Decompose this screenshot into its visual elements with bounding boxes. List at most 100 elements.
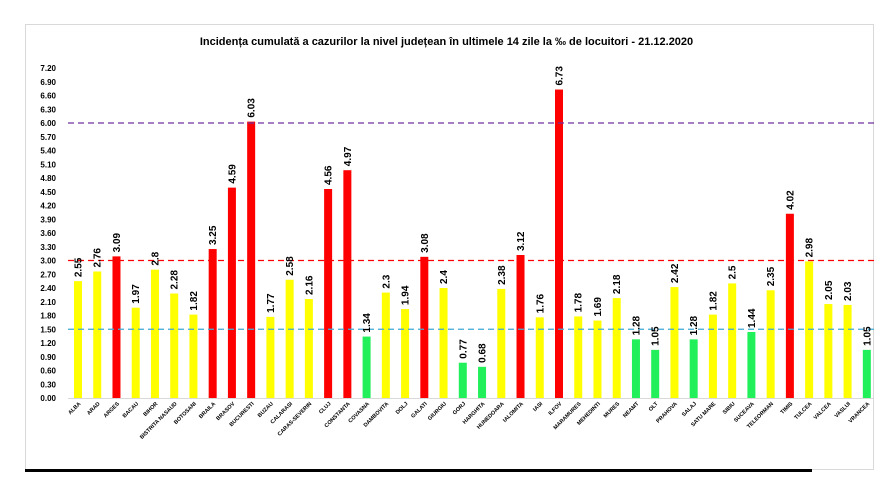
data-label: 0.68 bbox=[478, 343, 489, 363]
bar bbox=[631, 339, 640, 398]
bar bbox=[478, 366, 487, 398]
y-tick-label: 1.50 bbox=[40, 325, 56, 334]
x-tick-label: NEAMT bbox=[622, 401, 641, 420]
bar bbox=[266, 316, 275, 398]
x-tick-label: SALAJ bbox=[681, 401, 698, 418]
data-label: 2.76 bbox=[93, 248, 104, 268]
bar bbox=[247, 121, 256, 398]
y-tick-label: 1.80 bbox=[40, 312, 56, 321]
x-tick-label: SIBIU bbox=[722, 401, 737, 416]
bar bbox=[708, 314, 717, 398]
bar bbox=[189, 314, 198, 398]
y-tick-label: 5.40 bbox=[40, 147, 56, 156]
data-label: 4.97 bbox=[343, 146, 354, 166]
bar bbox=[593, 320, 602, 398]
bar bbox=[516, 255, 525, 398]
bar bbox=[439, 288, 448, 398]
data-label: 2.8 bbox=[150, 251, 161, 265]
data-label: 4.59 bbox=[227, 164, 238, 184]
data-label: 2.38 bbox=[497, 265, 508, 285]
x-tick-label: IALOMITA bbox=[502, 401, 525, 424]
bar bbox=[401, 309, 410, 398]
x-tick-label: MURES bbox=[603, 401, 622, 420]
x-tick-label: OLT bbox=[648, 401, 660, 413]
data-label: 2.05 bbox=[824, 280, 835, 300]
y-tick-label: 6.60 bbox=[40, 92, 56, 101]
bar bbox=[170, 293, 179, 398]
data-label: 1.94 bbox=[401, 285, 412, 305]
bar bbox=[208, 249, 217, 398]
data-label: 1.82 bbox=[708, 291, 719, 311]
y-tick-label: 6.30 bbox=[40, 105, 56, 114]
data-label: 2.35 bbox=[766, 266, 777, 286]
data-label: 2.28 bbox=[170, 270, 181, 290]
x-tick-label: ARAD bbox=[86, 401, 101, 416]
bar bbox=[535, 317, 544, 398]
data-label: 4.02 bbox=[785, 190, 796, 210]
y-tick-label: 0.30 bbox=[40, 380, 56, 389]
y-tick-label: 6.00 bbox=[40, 119, 56, 128]
y-tick-label: 4.20 bbox=[40, 202, 56, 211]
y-tick-label: 7.20 bbox=[40, 64, 56, 73]
bar bbox=[324, 189, 333, 398]
data-label: 3.25 bbox=[208, 225, 219, 245]
data-label: 6.03 bbox=[247, 98, 258, 118]
bar bbox=[651, 349, 660, 398]
x-tick-label: BUZAU bbox=[257, 401, 275, 419]
bar bbox=[728, 283, 737, 398]
x-tick-label: TULCEA bbox=[794, 401, 814, 421]
data-label: 1.82 bbox=[189, 291, 200, 311]
bar bbox=[420, 256, 429, 398]
data-label: 2.5 bbox=[728, 265, 739, 279]
data-label: 6.73 bbox=[555, 66, 566, 86]
data-label: 1.78 bbox=[574, 293, 585, 313]
data-label: 0.77 bbox=[458, 339, 469, 359]
data-label: 2.98 bbox=[805, 238, 816, 258]
bar bbox=[304, 299, 313, 398]
bar bbox=[150, 269, 159, 398]
data-label: 1.97 bbox=[131, 284, 142, 304]
y-tick-label: 4.80 bbox=[40, 174, 56, 183]
y-tick-label: 2.10 bbox=[40, 298, 56, 307]
x-tick-label: ARGES bbox=[103, 401, 121, 419]
y-tick-label: 3.60 bbox=[40, 229, 56, 238]
bar bbox=[131, 307, 140, 398]
x-tick-label: BRAILA bbox=[198, 401, 217, 420]
data-label: 3.08 bbox=[420, 233, 431, 253]
bar bbox=[74, 281, 82, 398]
data-label: 2.42 bbox=[670, 263, 681, 283]
data-label: 1.77 bbox=[266, 293, 277, 313]
x-tick-label: CLUJ bbox=[318, 401, 332, 415]
y-tick-label: 2.70 bbox=[40, 270, 56, 279]
x-tick-label: VRANCEA bbox=[848, 401, 871, 424]
bottom-rule bbox=[25, 469, 812, 472]
y-tick-label: 1.20 bbox=[40, 339, 56, 348]
data-label: 2.55 bbox=[74, 257, 85, 277]
bar bbox=[747, 332, 756, 398]
data-label: 2.3 bbox=[381, 274, 392, 288]
y-tick-label: 4.50 bbox=[40, 188, 56, 197]
y-tick-label: 3.90 bbox=[40, 215, 56, 224]
bar bbox=[227, 187, 236, 398]
y-tick-label: 0.60 bbox=[40, 367, 56, 376]
y-tick-label: 5.70 bbox=[40, 133, 56, 142]
y-tick-label: 3.30 bbox=[40, 243, 56, 252]
chart-title: Incidența cumulată a cazurilor la nivel … bbox=[199, 36, 694, 48]
bar bbox=[574, 316, 583, 398]
x-tick-label: CARAS-SEVERIN bbox=[277, 401, 313, 437]
bar bbox=[362, 336, 371, 398]
bar bbox=[670, 287, 679, 398]
bar bbox=[458, 362, 467, 398]
x-tick-label: ALBA bbox=[67, 401, 82, 416]
y-tick-label: 0.00 bbox=[40, 394, 56, 403]
x-tick-label: GALATI bbox=[410, 401, 429, 420]
bar bbox=[843, 304, 852, 398]
data-label: 4.56 bbox=[324, 165, 335, 185]
x-tick-label: BIHOR bbox=[143, 401, 160, 418]
x-tick-label: IASI bbox=[532, 401, 544, 413]
bar bbox=[112, 256, 121, 398]
x-tick-label: DOLJ bbox=[395, 401, 410, 416]
y-tick-label: 6.90 bbox=[40, 78, 56, 87]
bar bbox=[766, 290, 775, 398]
